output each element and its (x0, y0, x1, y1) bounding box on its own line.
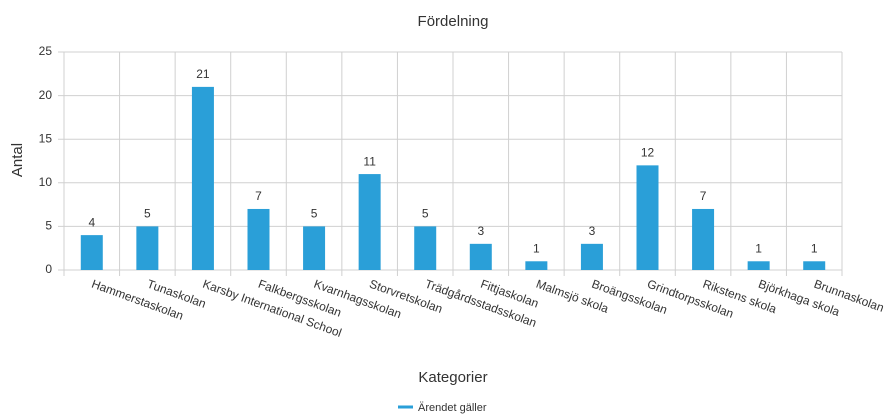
bar (525, 261, 548, 270)
data-label: 5 (422, 207, 429, 221)
data-label: 7 (255, 189, 262, 203)
bar (247, 208, 270, 270)
data-label: 11 (363, 154, 376, 168)
bar (414, 226, 437, 270)
y-tick-label: 25 (39, 44, 53, 58)
bar (80, 235, 103, 270)
bar (747, 261, 770, 270)
data-label: 5 (144, 207, 151, 221)
chart-title: Fördelning (418, 13, 489, 30)
y-tick-label: 10 (39, 175, 53, 189)
x-axis-label: Kategorier (418, 369, 487, 386)
bar (303, 226, 326, 270)
y-tick-label: 20 (39, 88, 53, 102)
bar (136, 226, 159, 270)
data-label: 1 (755, 241, 762, 255)
data-label: 1 (533, 241, 540, 255)
bar (580, 243, 603, 270)
bar (191, 86, 214, 270)
data-label: 4 (88, 215, 95, 229)
bar (692, 208, 715, 270)
legend-label: Ärendet gäller (418, 402, 487, 414)
data-label: 7 (700, 189, 707, 203)
y-tick-label: 0 (45, 262, 52, 276)
bar (636, 165, 659, 270)
bar (803, 261, 826, 270)
y-tick-label: 5 (45, 219, 52, 233)
data-label: 1 (811, 241, 818, 255)
data-label: 21 (196, 67, 210, 81)
y-axis-label: Antal (9, 143, 26, 177)
bar (358, 174, 381, 270)
data-label: 3 (477, 224, 484, 238)
data-label: 3 (589, 224, 596, 238)
y-tick-label: 15 (39, 131, 53, 145)
bar (469, 243, 492, 270)
data-label: 5 (311, 207, 318, 221)
data-label: 12 (641, 146, 655, 160)
